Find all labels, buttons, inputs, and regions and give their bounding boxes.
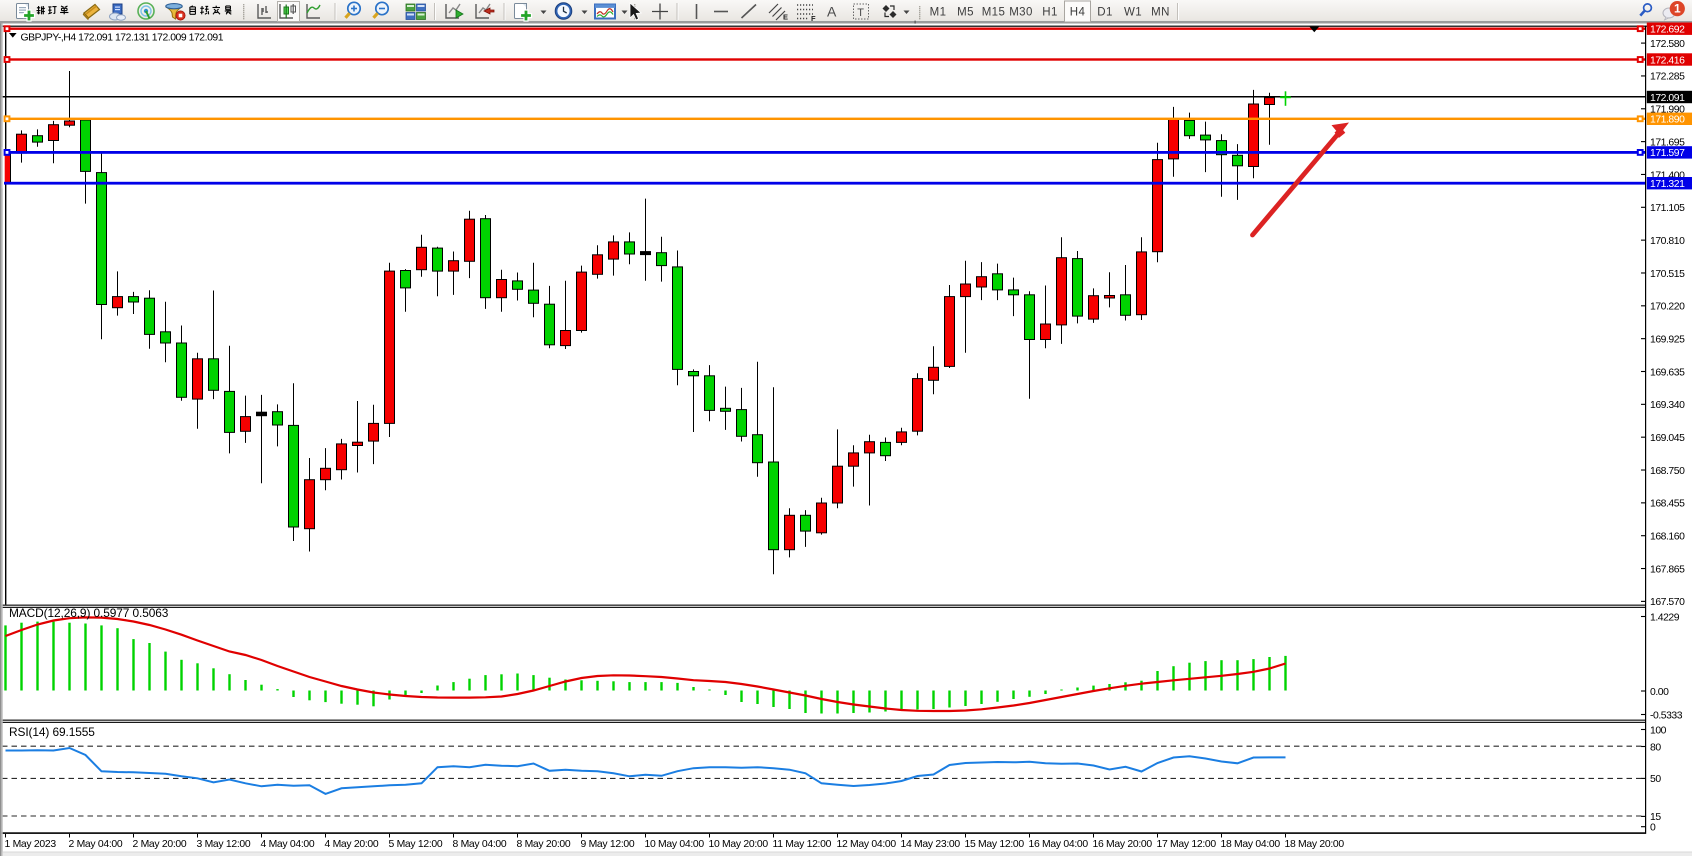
svg-text:8 May 20:00: 8 May 20:00	[517, 839, 571, 850]
svg-text:D1: D1	[1097, 7, 1113, 19]
svg-text:E: E	[783, 13, 788, 22]
svg-text:171.400: 171.400	[1650, 170, 1685, 181]
svg-text:5 May 12:00: 5 May 12:00	[389, 839, 443, 850]
svg-text:A: A	[827, 4, 837, 20]
svg-text:171.321: 171.321	[1650, 179, 1685, 190]
svg-text:16 May 20:00: 16 May 20:00	[1093, 839, 1153, 850]
svg-text:H4: H4	[1070, 7, 1086, 19]
svg-text:MN: MN	[1151, 7, 1170, 19]
svg-text:100: 100	[1650, 725, 1667, 736]
svg-text:2 May 20:00: 2 May 20:00	[133, 839, 187, 850]
svg-text:MACD(12,26,9) 0.5977 0.5063: MACD(12,26,9) 0.5977 0.5063	[9, 606, 169, 620]
svg-text:4 May 04:00: 4 May 04:00	[261, 839, 315, 850]
svg-text:169.635: 169.635	[1650, 367, 1685, 378]
svg-text:168.455: 168.455	[1650, 499, 1685, 510]
svg-text:171.695: 171.695	[1650, 137, 1685, 148]
svg-text:4 May 20:00: 4 May 20:00	[325, 839, 379, 850]
svg-text:15: 15	[1650, 812, 1661, 823]
svg-text:172.285: 172.285	[1650, 72, 1685, 83]
svg-text:10 May 04:00: 10 May 04:00	[645, 839, 705, 850]
svg-text:171.105: 171.105	[1650, 203, 1685, 214]
svg-text:169.925: 169.925	[1650, 334, 1685, 345]
svg-text:14 May 23:00: 14 May 23:00	[901, 839, 961, 850]
svg-text:170.515: 170.515	[1650, 269, 1685, 280]
svg-text:172.692: 172.692	[1650, 25, 1685, 36]
svg-text:171.597: 171.597	[1650, 148, 1685, 159]
svg-text:172.091: 172.091	[1650, 93, 1685, 104]
svg-text:80: 80	[1650, 742, 1661, 753]
svg-text:167.570: 167.570	[1650, 597, 1685, 608]
svg-text:168.160: 168.160	[1650, 532, 1685, 543]
svg-text:170.810: 170.810	[1650, 236, 1685, 247]
svg-text:1: 1	[1674, 2, 1681, 16]
svg-text:168.750: 168.750	[1650, 466, 1685, 477]
svg-text:1 May 2023: 1 May 2023	[5, 839, 57, 850]
svg-text:W1: W1	[1124, 7, 1142, 19]
svg-text:0: 0	[1650, 823, 1656, 834]
svg-text:18 May 04:00: 18 May 04:00	[1221, 839, 1281, 850]
svg-text:167.865: 167.865	[1650, 564, 1685, 575]
svg-text:0.00: 0.00	[1650, 687, 1669, 698]
svg-text:M5: M5	[957, 7, 974, 19]
svg-text:169.045: 169.045	[1650, 433, 1685, 444]
svg-text:18 May 20:00: 18 May 20:00	[1285, 839, 1345, 850]
svg-text:1.4229: 1.4229	[1650, 612, 1680, 623]
svg-text:-0.5333: -0.5333	[1650, 710, 1683, 721]
svg-text:169.340: 169.340	[1650, 400, 1685, 411]
svg-text:M15: M15	[982, 7, 1006, 19]
svg-text:17 May 12:00: 17 May 12:00	[1157, 839, 1217, 850]
svg-text:F: F	[811, 14, 816, 23]
svg-text:3 May 12:00: 3 May 12:00	[197, 839, 251, 850]
svg-text:172.416: 172.416	[1650, 55, 1685, 66]
svg-text:M1: M1	[930, 7, 947, 19]
svg-text:M30: M30	[1009, 7, 1033, 19]
svg-text:171.890: 171.890	[1650, 115, 1685, 126]
svg-text:11 May 12:00: 11 May 12:00	[773, 839, 832, 850]
svg-text:15 May 12:00: 15 May 12:00	[965, 839, 1025, 850]
svg-text:172.580: 172.580	[1650, 39, 1685, 50]
svg-text:RSI(14) 69.1555: RSI(14) 69.1555	[9, 725, 95, 739]
svg-text:170.220: 170.220	[1650, 302, 1685, 313]
svg-text:GBPJPY-,H4 172.091 172.131 17: GBPJPY-,H4 172.091 172.131 172.009 172.0…	[21, 33, 224, 44]
svg-text:T: T	[857, 7, 864, 19]
svg-text:10 May 20:00: 10 May 20:00	[709, 839, 769, 850]
svg-text:50: 50	[1650, 774, 1661, 785]
svg-text:171.990: 171.990	[1650, 105, 1685, 116]
svg-text:12 May 04:00: 12 May 04:00	[837, 839, 897, 850]
svg-text:8 May 04:00: 8 May 04:00	[453, 839, 507, 850]
svg-text:9 May 12:00: 9 May 12:00	[581, 839, 635, 850]
svg-text:2 May 04:00: 2 May 04:00	[69, 839, 123, 850]
svg-text:H1: H1	[1042, 7, 1058, 19]
svg-text:16 May 04:00: 16 May 04:00	[1029, 839, 1089, 850]
